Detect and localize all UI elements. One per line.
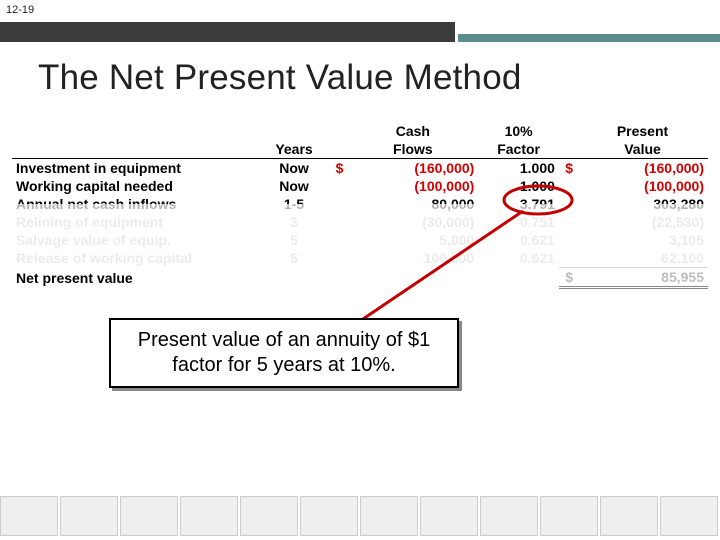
col-flows-top: Cash	[347, 122, 478, 140]
thumbnail[interactable]	[180, 496, 238, 536]
thumbnail-strip	[0, 496, 720, 536]
thumbnail[interactable]	[120, 496, 178, 536]
thumbnail[interactable]	[660, 496, 718, 536]
col-factor: Factor	[478, 140, 559, 159]
header-band-teal	[458, 34, 720, 42]
row-flow-cur: $	[329, 159, 347, 178]
header-band	[0, 22, 720, 42]
col-pv: Value	[577, 140, 708, 159]
header-row-top: Cash 10% Present	[12, 122, 708, 140]
thumbnail[interactable]	[480, 496, 538, 536]
blank-cell	[12, 122, 259, 140]
callout-line2: factor for 5 years at 10%.	[172, 354, 395, 376]
col-flows: Flows	[347, 140, 478, 159]
thumbnail[interactable]	[0, 496, 58, 536]
slide-number: 12-19	[6, 4, 34, 16]
row-factor: 1.000	[478, 159, 559, 178]
row-years: Now	[259, 159, 330, 178]
row-years: Now	[259, 177, 330, 195]
thumbnail[interactable]	[240, 496, 298, 536]
slide-title: The Net Present Value Method	[38, 58, 522, 98]
header-band-dark	[0, 22, 455, 42]
row-flow: (160,000)	[347, 159, 478, 178]
col-factor-top: 10%	[478, 122, 559, 140]
row-pv: (100,000)	[577, 177, 708, 195]
thumbnail[interactable]	[540, 496, 598, 536]
table-row: Investment in equipmentNow$(160,000)1.00…	[12, 159, 708, 178]
thumbnail[interactable]	[360, 496, 418, 536]
header-row: Years Flows Factor Value	[12, 140, 708, 159]
row-pv-cur: $	[559, 159, 577, 178]
row-flow-cur	[329, 177, 347, 195]
fade-overlay	[10, 204, 710, 272]
thumbnail[interactable]	[60, 496, 118, 536]
row-pv-cur	[559, 177, 577, 195]
thumbnail[interactable]	[600, 496, 658, 536]
thumbnail[interactable]	[420, 496, 478, 536]
col-years: Years	[259, 140, 330, 159]
row-factor: 1.000	[478, 177, 559, 195]
table-row: Working capital neededNow(100,000)1.000(…	[12, 177, 708, 195]
row-label: Investment in equipment	[12, 159, 259, 178]
col-years-top	[259, 122, 330, 140]
col-pv-top: Present	[577, 122, 708, 140]
callout-line1: Present value of an annuity of $1	[138, 329, 430, 351]
row-flow: (100,000)	[347, 177, 478, 195]
callout-box: Present value of an annuity of $1 factor…	[109, 318, 459, 388]
row-label: Working capital needed	[12, 177, 259, 195]
thumbnail[interactable]	[300, 496, 358, 536]
row-pv: (160,000)	[577, 159, 708, 178]
